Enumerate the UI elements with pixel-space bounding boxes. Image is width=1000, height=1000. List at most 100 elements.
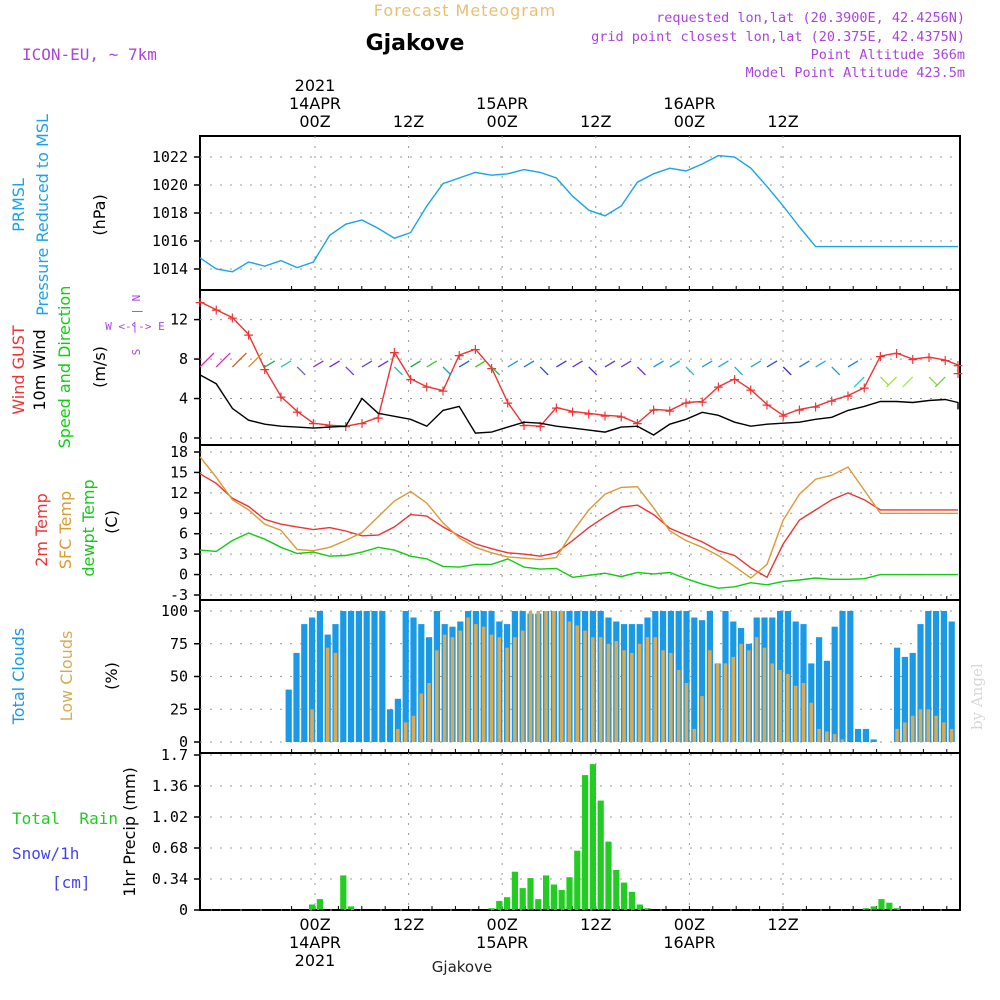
bar-total-rain [613,869,620,910]
bar-total-rain [558,889,565,910]
wind-dir-label: Speed and Direction [55,286,74,449]
wind-arrow [685,366,695,376]
bar-low-clouds [559,611,564,742]
bar-total-clouds [823,660,830,742]
bar-total-rain [504,897,511,910]
precip-ytick-label: 0.34 [152,870,188,888]
pressure-ytick-label: 1018 [152,204,188,222]
bar-low-clouds [762,647,767,742]
gust-marker: + [729,372,741,388]
top-time-label: 15APR [476,94,528,113]
wind-arrow [782,366,792,376]
bar-total-clouds [316,611,323,742]
bar-low-clouds [778,670,782,742]
top-time-label: 12Z [767,112,798,131]
credit-text: by Angel [968,663,986,730]
gust-marker: + [891,346,903,362]
bar-low-clouds [520,630,525,742]
bar-low-clouds [442,634,447,742]
gust-marker: + [470,342,482,358]
compass-updown: ^ | [130,308,143,328]
clouds-ytick-label: 100 [161,602,188,620]
bar-low-clouds [770,663,774,742]
bar-total-rain [574,850,581,910]
bar-total-clouds [410,617,417,742]
bar-total-clouds [847,611,854,742]
gust-marker: + [194,295,206,311]
precip-ytick-label: 0.68 [152,839,188,857]
bar-total-clouds [301,624,308,742]
product-title: Forecast Meteogram [374,1,556,20]
bar-total-clouds [285,689,292,742]
series-2m-temp [199,473,958,579]
bar-total-rain [519,888,526,910]
bar-low-clouds [474,624,478,742]
point-altitude: Point Altitude 366m [811,47,965,63]
wind-ytick-label: 4 [179,390,188,408]
wind-arrow [507,360,519,368]
gridpoint-coords: grid point closest lon,lat (20.375E, 42.… [591,29,965,45]
gust-marker: + [405,372,417,388]
bar-total-clouds [691,617,698,742]
bar-total-clouds [394,698,401,742]
top-time-label: 14APR [289,94,341,113]
gust-marker: + [227,311,239,327]
top-time-label: 12Z [580,112,611,131]
gust-marker: + [858,381,870,397]
pressure-ytick-label: 1020 [152,176,188,194]
wind-arrow [410,360,421,368]
bar-low-clouds [700,696,704,742]
wind-arrow [377,360,389,368]
bar-total-rain [894,908,901,910]
bar-total-clouds [309,617,316,742]
bar-total-rain [862,908,869,910]
pressure-ytick-label: 1014 [152,260,188,278]
gust-marker: + [648,402,660,418]
wind-arrow [361,360,373,368]
wind-ytick-label: 8 [179,350,188,368]
bar-total-rain [582,775,589,910]
wind-arrow [458,360,470,368]
clouds-total-label: Total Clouds [9,628,28,726]
bar-total-rain [589,764,596,910]
bar-low-clouds [949,728,954,742]
bar-low-clouds [895,728,899,742]
temp-ytick-label: 3 [179,545,188,563]
bar-low-clouds [411,715,416,742]
bar-total-clouds [792,621,799,742]
bottom-time-label: 14APR [289,933,341,952]
bottom-time-label: 12Z [767,915,798,934]
clouds-low-label: Low Clouds [57,631,76,722]
gust-marker: + [210,303,222,319]
bar-total-rain [870,906,877,910]
wind-arrow [280,360,292,368]
clouds-ytick-label: 0 [179,733,188,751]
bottom-time-label: 2021 [295,951,336,970]
wind-arrow [296,366,306,376]
bar-low-clouds [325,647,330,742]
wind-arrow [718,360,729,368]
bar-total-clouds [355,611,362,742]
bar-low-clouds [661,650,665,742]
bar-total-clouds [901,656,908,742]
bar-total-clouds [348,611,355,742]
gust-marker: + [664,403,676,419]
bar-total-clouds [371,611,378,742]
wind-arrow [847,360,859,368]
gust-marker: + [259,362,271,378]
wind-10m-label: 10m Wind [30,329,49,410]
bar-total-clouds [909,652,916,742]
wind-arrow [750,360,762,368]
bar-low-clouds [637,643,642,743]
bottom-time-label: 12Z [393,915,424,934]
gust-marker: + [389,345,401,361]
bar-total-clouds [862,728,869,742]
bar-low-clouds [505,647,509,742]
series-sfc-temp [199,456,958,579]
bar-total-clouds [940,611,947,742]
temp-dew-label: dewpt Temp [79,479,98,576]
bar-total-rain [309,904,316,910]
bar-low-clouds [747,650,751,742]
gust-marker: + [810,399,822,415]
